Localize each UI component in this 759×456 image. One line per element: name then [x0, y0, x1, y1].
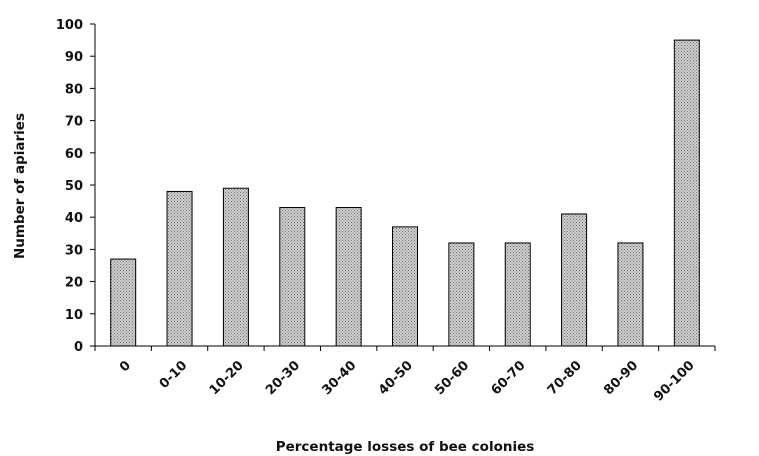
x-tick-label: 0 [117, 358, 134, 375]
bar-20-30 [279, 207, 306, 347]
x-tick-label: 60-70 [489, 358, 529, 398]
y-tick-label: 90 [65, 50, 83, 65]
x-tick-label: 90-100 [651, 358, 697, 404]
x-tick-label: 80-90 [601, 358, 641, 398]
y-tick-label: 20 [65, 276, 83, 291]
y-tick-label: 30 [65, 243, 83, 258]
bar-40-50 [392, 226, 418, 347]
y-axis-title: Number of apiaries [12, 113, 28, 259]
x-tick-label: 70-80 [545, 358, 585, 398]
x-tick-label: 30-40 [319, 358, 359, 398]
y-tick-label: 0 [74, 340, 83, 355]
x-tick-label: 50-60 [432, 358, 472, 398]
y-tick-label: 100 [56, 18, 83, 33]
bar-30-40 [335, 207, 362, 347]
x-tick-label: 20-30 [263, 358, 303, 398]
bar-90-100 [673, 39, 700, 347]
bar-80-90 [617, 242, 644, 347]
bar-0-10 [166, 190, 193, 347]
bar-70-80 [561, 213, 588, 347]
x-axis-title: Percentage losses of bee colonies [276, 439, 535, 455]
y-tick-label: 10 [65, 308, 83, 323]
y-axis: 0 10 20 30 40 50 60 70 80 90 100 [56, 18, 96, 355]
y-tick-label: 60 [65, 147, 83, 162]
bar-0 [110, 258, 137, 347]
bar-60-70 [504, 242, 531, 347]
x-axis: 0 0-10 10-20 20-30 30-40 40-50 50-60 60-70 70-80… [94, 345, 716, 405]
bars [110, 39, 700, 347]
x-tick-label: 40-50 [376, 358, 416, 398]
y-tick-label: 80 [65, 82, 83, 97]
bar-10-20 [222, 187, 249, 347]
y-tick-label: 70 [65, 115, 83, 130]
x-tick-label: 0-10 [157, 358, 191, 392]
bar-50-60 [448, 242, 475, 347]
x-tick-label: 10-20 [207, 358, 247, 398]
y-tick-label: 40 [65, 211, 83, 226]
y-tick-label: 50 [65, 179, 83, 194]
